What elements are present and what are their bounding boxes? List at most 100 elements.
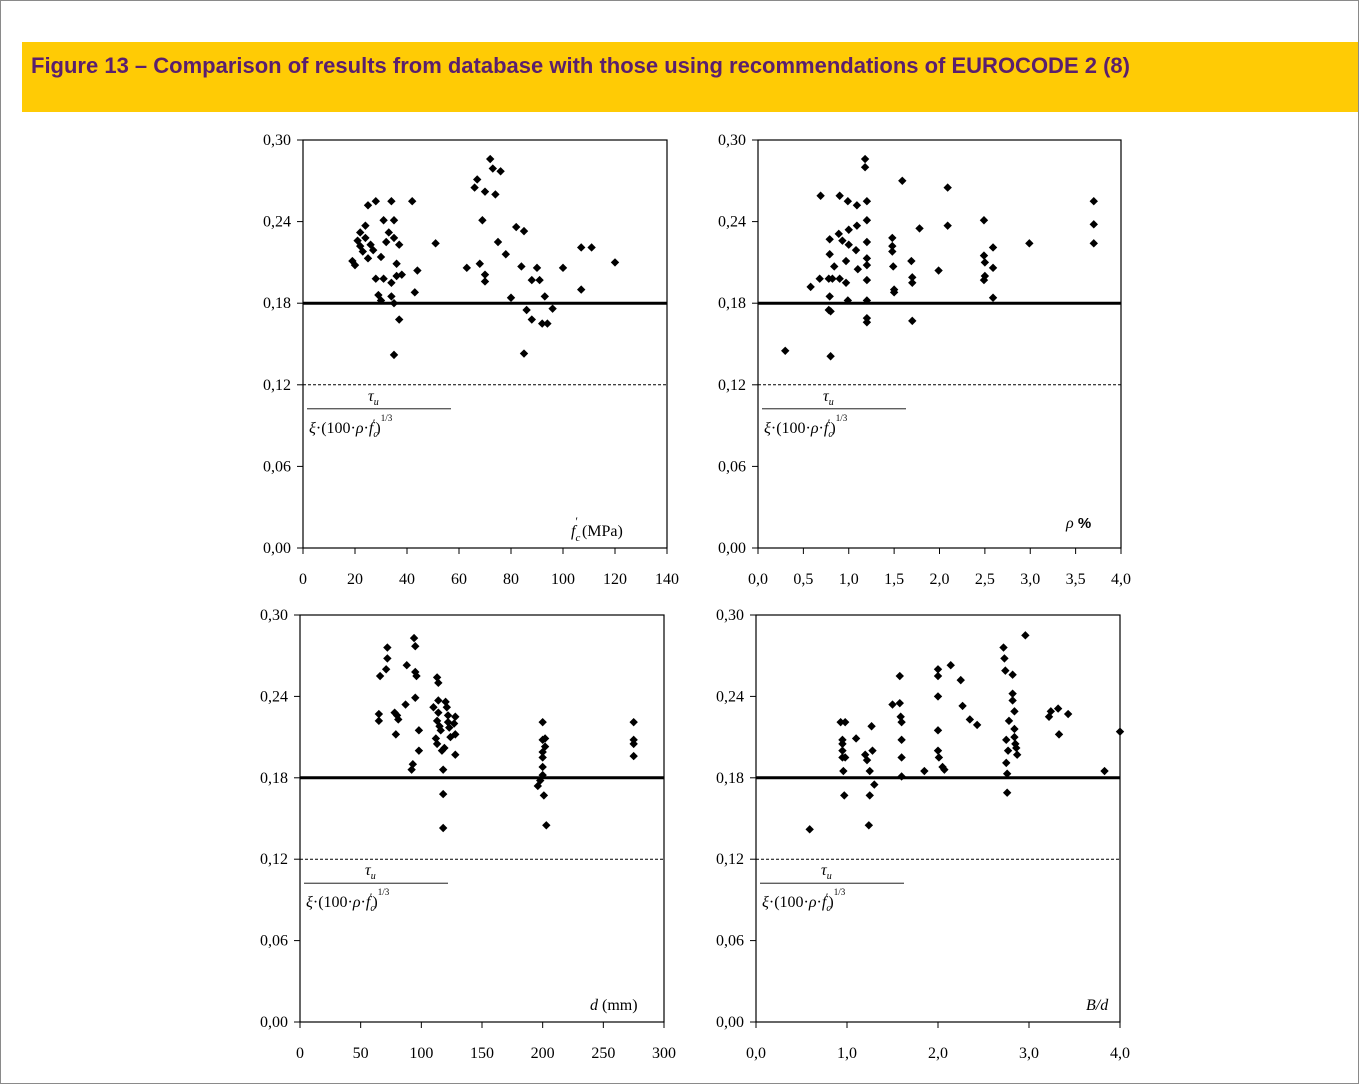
- data-point: [1002, 769, 1012, 778]
- data-point: [402, 660, 411, 670]
- data-point: [538, 753, 547, 762]
- data-point: [980, 258, 990, 267]
- data-point: [527, 275, 536, 285]
- formula-numerator: τu: [368, 388, 379, 408]
- data-point: [434, 708, 443, 717]
- data-point: [840, 791, 849, 800]
- data-point: [1089, 220, 1098, 229]
- formula-numerator: τu: [821, 862, 832, 882]
- x-tick-label: 4,0: [1111, 571, 1131, 588]
- plot-area-frame: [757, 139, 1122, 549]
- data-point: [862, 216, 872, 225]
- data-point: [826, 307, 835, 316]
- data-point: [908, 278, 917, 287]
- data-point: [519, 226, 529, 236]
- data-point: [862, 260, 872, 270]
- x-tick-label: 80: [503, 571, 519, 588]
- data-point: [445, 723, 454, 732]
- data-point: [825, 235, 834, 244]
- y-tick-label: 0,12: [718, 377, 746, 394]
- data-point: [861, 750, 870, 759]
- data-point: [933, 692, 943, 701]
- data-point: [493, 237, 503, 247]
- x-tick-label: 3,0: [1019, 1045, 1039, 1062]
- data-point: [1100, 766, 1109, 776]
- formula-denominator: ξ·(100·ρ·fc′)1/3: [306, 887, 390, 914]
- formula-denominator: ξ·(100·ρ·fc′)1/3: [309, 413, 393, 440]
- data-point: [841, 278, 851, 287]
- data-point: [934, 266, 943, 275]
- formula-denominator: ξ·(100·ρ·fc′)1/3: [764, 413, 848, 440]
- data-point: [840, 753, 850, 762]
- x-axis-label: fc′ (MPa): [571, 514, 623, 544]
- y-tick-label: 0,06: [718, 458, 746, 475]
- y-tick-label: 0,06: [263, 458, 291, 475]
- data-point: [897, 717, 906, 727]
- data-point: [395, 240, 404, 249]
- data-point: [392, 711, 402, 720]
- data-point: [501, 250, 510, 259]
- data-point: [408, 760, 418, 769]
- data-point: [387, 292, 396, 301]
- data-point: [543, 319, 552, 328]
- data-point: [908, 316, 917, 326]
- data-point: [540, 734, 550, 743]
- data-point: [1053, 704, 1063, 713]
- data-point: [933, 671, 943, 681]
- data-point: [478, 216, 487, 225]
- y-tick-label: 0,00: [260, 1014, 288, 1031]
- x-tick-label: 2,0: [930, 571, 950, 588]
- data-point: [888, 233, 897, 243]
- data-points: [805, 631, 1125, 834]
- data-point: [1004, 716, 1014, 726]
- x-tick-label: 2,5: [975, 571, 995, 588]
- x-tick-label: 100: [409, 1045, 433, 1062]
- data-point: [369, 245, 378, 255]
- data-point: [470, 183, 479, 192]
- data-point: [387, 278, 396, 287]
- x-tick-label: 100: [551, 571, 575, 588]
- data-point: [432, 716, 442, 726]
- data-point: [888, 700, 897, 709]
- data-point: [374, 709, 384, 719]
- x-tick-label: 150: [470, 1045, 494, 1062]
- x-axis-label: ρ %: [1065, 515, 1091, 532]
- chart-panel-4: 0,00 0,06 0,12 0,18 0,24 0,30 0,0 1,0 2,0 3,0 4,0 τ…: [716, 607, 1130, 1062]
- y-tick-label: 0,12: [260, 851, 288, 868]
- data-point: [1010, 732, 1019, 742]
- data-point: [411, 693, 420, 702]
- data-point: [371, 197, 380, 206]
- y-tick-label: 0,06: [716, 933, 744, 950]
- x-tick-label: 1,5: [884, 571, 904, 588]
- data-point: [1002, 788, 1012, 797]
- data-point: [972, 720, 982, 730]
- data-point: [381, 665, 391, 674]
- data-point: [895, 671, 904, 681]
- data-point: [1089, 197, 1098, 206]
- data-point: [383, 643, 392, 652]
- data-point: [841, 256, 851, 266]
- y-tick-label: 0,24: [716, 688, 744, 705]
- data-point: [358, 247, 367, 256]
- data-point: [979, 251, 989, 260]
- data-point: [527, 315, 536, 324]
- data-point: [506, 293, 516, 302]
- x-tick-label: 4,0: [1110, 1045, 1130, 1062]
- y-tick-label: 0,24: [260, 688, 288, 705]
- data-point: [350, 260, 360, 270]
- data-point: [431, 239, 440, 248]
- data-point: [389, 299, 399, 308]
- data-point: [1002, 735, 1011, 745]
- data-point: [394, 715, 403, 724]
- data-point: [868, 746, 877, 755]
- x-tick-label: 40: [399, 571, 415, 588]
- x-tick-label: 3,5: [1066, 571, 1086, 588]
- data-points: [374, 633, 638, 833]
- y-tick-label: 0,00: [263, 540, 291, 557]
- data-point: [434, 678, 443, 688]
- data-point: [1008, 696, 1017, 705]
- data-point: [934, 753, 944, 762]
- data-point: [558, 263, 568, 273]
- data-point: [449, 719, 459, 728]
- data-point: [436, 726, 445, 735]
